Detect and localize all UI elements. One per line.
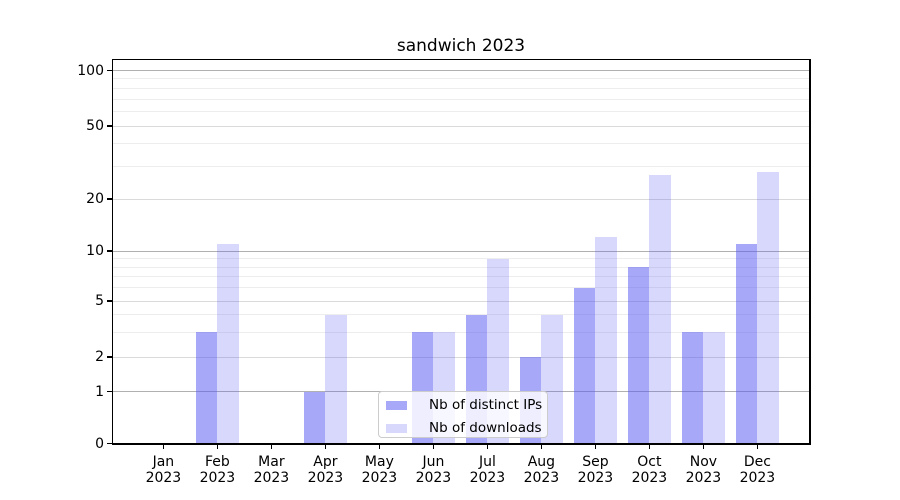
x-tick-label: Mar 2023 xyxy=(253,454,290,486)
gridline xyxy=(113,70,810,71)
y-tick-label: 0 xyxy=(95,435,104,452)
legend-swatch-distinct-ips xyxy=(386,400,407,410)
gridline xyxy=(113,250,810,252)
gridline xyxy=(113,98,810,100)
bar-distinct-ips xyxy=(195,332,218,444)
bar-downloads xyxy=(595,237,618,444)
gridline xyxy=(113,87,810,89)
x-tick xyxy=(162,444,165,450)
gridline xyxy=(113,276,810,278)
y-tick-label: 10 xyxy=(86,243,104,259)
x-tick-label: Dec 2023 xyxy=(739,454,776,486)
y-tick-label: 5 xyxy=(95,293,104,309)
y-tick xyxy=(107,390,112,393)
x-tick xyxy=(432,444,435,450)
x-tick xyxy=(594,444,597,450)
x-tick-label: Feb 2023 xyxy=(199,454,236,486)
y-tick xyxy=(107,198,112,200)
y-tick xyxy=(107,442,112,445)
legend-item-downloads: Nb of downloads xyxy=(379,419,547,437)
y-tick-label: 1 xyxy=(95,383,104,400)
legend-label: Nb of distinct IPs xyxy=(429,397,543,413)
legend: Nb of distinct IPs Nb of downloads xyxy=(378,391,548,438)
x-tick-label: Apr 2023 xyxy=(307,454,344,486)
bar-distinct-ips xyxy=(735,243,758,444)
chart-title: sandwich 2023 xyxy=(396,36,526,56)
x-tick-label: Aug 2023 xyxy=(523,454,560,486)
gridline xyxy=(113,166,810,168)
x-tick xyxy=(324,444,327,450)
x-tick xyxy=(270,444,273,450)
gridline xyxy=(113,331,810,333)
gridline xyxy=(113,143,810,145)
bar-downloads xyxy=(703,332,726,444)
right-spine xyxy=(809,59,811,445)
y-tick-label: 50 xyxy=(86,118,104,134)
left-spine xyxy=(111,59,114,445)
gridline xyxy=(113,110,810,112)
x-tick xyxy=(540,444,543,450)
x-tick-label: May 2023 xyxy=(361,454,398,486)
gridline xyxy=(113,300,810,302)
y-tick-label: 20 xyxy=(86,191,104,207)
bar-distinct-ips xyxy=(573,287,596,444)
x-tick-label: Sep 2023 xyxy=(577,454,614,486)
bar-distinct-ips xyxy=(681,332,704,444)
gridline xyxy=(113,125,810,127)
gridline xyxy=(113,258,810,260)
x-tick-label: Jul 2023 xyxy=(469,454,506,486)
top-spine xyxy=(111,59,811,61)
bar-downloads xyxy=(649,175,672,444)
bar-downloads xyxy=(757,172,780,444)
gridline xyxy=(113,266,810,268)
x-tick xyxy=(378,444,381,450)
gridline xyxy=(113,198,810,200)
y-tick xyxy=(107,300,112,302)
y-tick xyxy=(107,125,112,127)
y-tick xyxy=(107,250,112,252)
gridline xyxy=(113,287,810,289)
gridline xyxy=(113,356,810,358)
bar-downloads xyxy=(217,243,240,444)
x-tick xyxy=(216,444,219,450)
bar-distinct-ips xyxy=(627,267,650,444)
gridline xyxy=(113,78,810,80)
bottom-spine xyxy=(111,443,811,445)
y-tick-label: 100 xyxy=(77,62,104,79)
x-tick-label: Oct 2023 xyxy=(631,454,668,486)
x-tick xyxy=(486,444,489,450)
y-tick xyxy=(107,356,112,358)
plot-area xyxy=(113,60,810,444)
bar-distinct-ips xyxy=(303,391,326,444)
legend-label: Nb of downloads xyxy=(429,420,542,436)
x-tick xyxy=(648,444,651,450)
y-tick xyxy=(107,69,112,72)
x-tick xyxy=(756,444,759,450)
legend-item-distinct-ips: Nb of distinct IPs xyxy=(379,396,547,414)
x-tick-label: Jun 2023 xyxy=(415,454,452,486)
bar-downloads xyxy=(325,314,348,444)
x-tick-label: Jan 2023 xyxy=(145,454,182,486)
x-tick-label: Nov 2023 xyxy=(685,454,722,486)
gridline xyxy=(113,314,810,316)
x-tick xyxy=(702,444,705,450)
y-tick-label: 2 xyxy=(95,349,104,365)
legend-swatch-downloads xyxy=(386,423,407,433)
